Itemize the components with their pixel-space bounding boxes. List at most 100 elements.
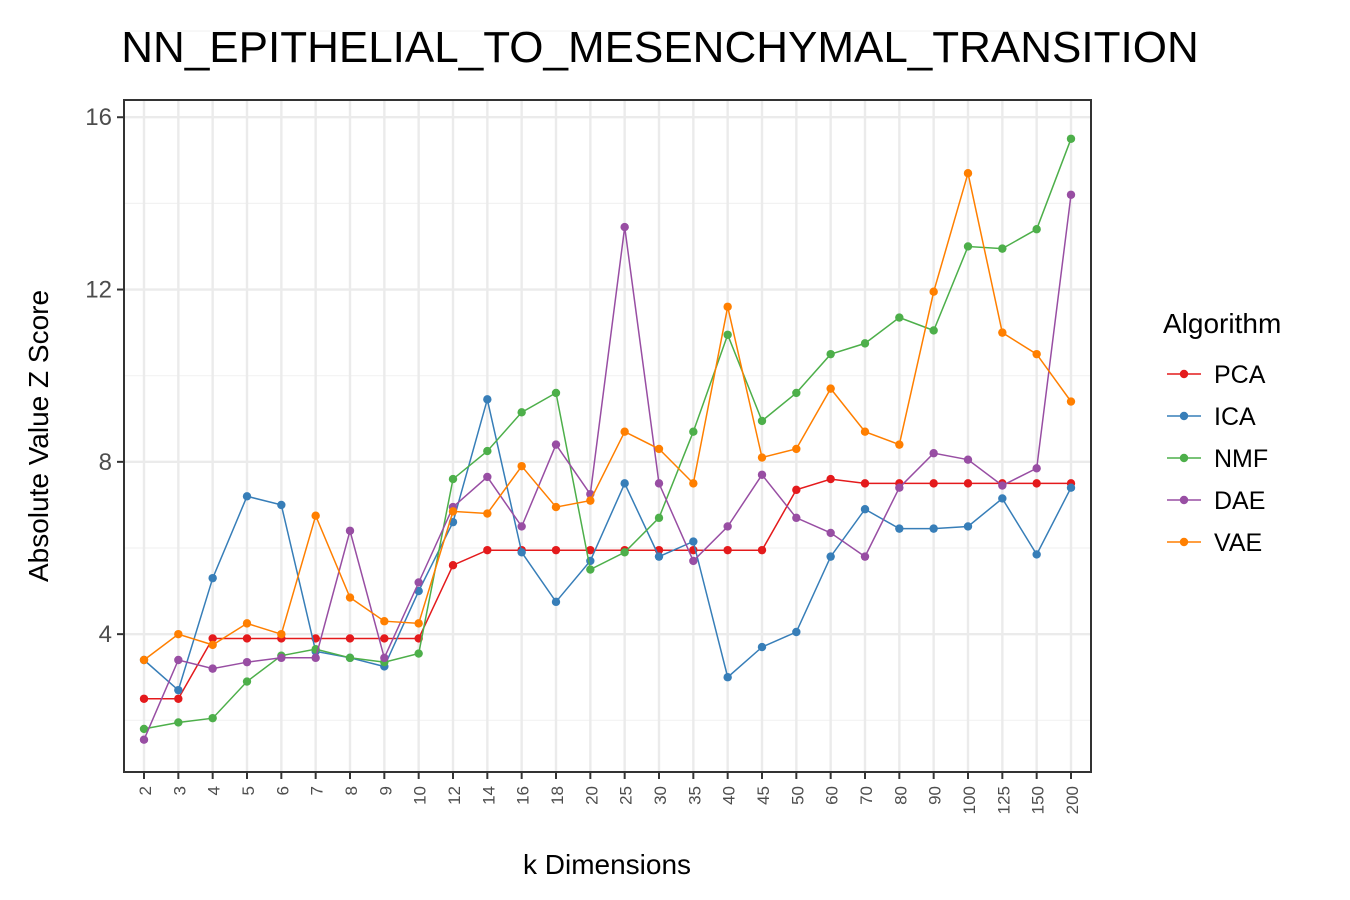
data-point-vae — [1032, 349, 1041, 359]
x-tick-label: 12 — [445, 786, 464, 805]
data-point-vae — [826, 384, 835, 393]
data-point-nmf — [345, 653, 355, 663]
data-point-nmf — [208, 713, 217, 723]
data-point-pca — [448, 561, 458, 570]
data-point-vae — [208, 640, 217, 650]
data-point-pca — [551, 545, 561, 555]
plot-border — [123, 99, 1092, 773]
x-tick-label: 200 — [1063, 786, 1082, 814]
x-tick-label: 9 — [376, 786, 395, 795]
x-tick-label: 100 — [960, 786, 979, 814]
x-tick-label: 90 — [926, 786, 945, 805]
series-nmf — [139, 134, 1076, 734]
x-tick-label: 3 — [170, 786, 189, 795]
y-axis-title: Absolute Value Z Score — [23, 290, 54, 582]
x-tick-label: 70 — [857, 786, 876, 805]
data-point-dae — [963, 455, 973, 464]
data-point-dae — [517, 522, 526, 531]
data-point-ica — [620, 479, 629, 488]
data-point-ica — [963, 522, 973, 531]
data-point-dae — [929, 449, 938, 458]
y-tick-label: 12 — [85, 277, 112, 304]
data-point-ica — [277, 500, 286, 510]
data-point-pca — [242, 634, 252, 643]
data-point-vae — [792, 444, 801, 454]
data-point-vae — [1066, 397, 1076, 406]
data-point-nmf — [1066, 134, 1076, 143]
data-point-pca — [929, 479, 938, 488]
series-line-pca — [144, 478, 1071, 700]
x-tick-label: 80 — [891, 786, 910, 805]
data-point-vae — [963, 169, 973, 178]
data-point-pca — [483, 545, 492, 555]
x-tick-label: 25 — [617, 786, 636, 805]
plot-panel — [123, 30, 1092, 773]
series-ica — [139, 395, 1076, 695]
legend-key-point — [1179, 453, 1189, 463]
data-point-vae — [345, 593, 355, 602]
data-point-vae — [483, 509, 492, 518]
y-axis: 4 8 12 16 — [85, 100, 125, 772]
legend-item-pca: PCA — [1167, 361, 1266, 389]
series-line-dae — [143, 194, 1072, 740]
data-point-nmf — [792, 388, 801, 398]
data-point-dae — [998, 481, 1007, 490]
data-point-dae — [792, 513, 801, 523]
data-point-ica — [998, 494, 1007, 503]
data-point-nmf — [998, 244, 1007, 253]
y-tick-label: 8 — [99, 449, 112, 476]
x-tick-label: 50 — [788, 786, 807, 805]
data-point-dae — [757, 470, 767, 479]
data-point-ica — [654, 552, 664, 561]
data-point-vae — [757, 453, 767, 462]
data-point-vae — [380, 617, 389, 626]
legend-items: PCA ICA NMF DAE VAE — [1167, 361, 1268, 557]
data-point-ica — [517, 548, 526, 557]
data-point-dae — [174, 655, 183, 665]
data-point-nmf — [620, 548, 629, 557]
data-point-dae — [551, 440, 561, 449]
x-tick-label: 150 — [1029, 786, 1048, 814]
legend-label: PCA — [1214, 361, 1266, 389]
data-point-nmf — [654, 513, 664, 523]
data-point-dae — [860, 552, 870, 561]
data-point-pca — [860, 479, 870, 488]
x-tick-label: 60 — [823, 786, 842, 805]
data-point-ica — [174, 685, 183, 695]
data-point-dae — [345, 526, 355, 535]
data-point-nmf — [414, 649, 423, 658]
data-point-pca — [1032, 479, 1041, 488]
data-point-dae — [689, 556, 698, 566]
legend-label: ICA — [1214, 403, 1256, 431]
x-tick-label: 10 — [411, 786, 430, 805]
data-point-nmf — [723, 330, 732, 339]
data-point-dae — [277, 653, 286, 663]
x-tick-label: 8 — [342, 786, 361, 795]
x-tick-label: 30 — [651, 786, 670, 805]
data-point-pca — [208, 634, 217, 643]
data-point-nmf — [860, 339, 870, 348]
data-point-ica — [792, 627, 801, 637]
legend-label: DAE — [1214, 487, 1265, 515]
x-axis: 2 3 4 5 6 7 8 9 10 12 14 16 18 20 25 30 35 40 45 50 60 70 80 90… — [136, 772, 1082, 814]
data-point-vae — [139, 655, 149, 665]
data-point-nmf — [895, 313, 904, 322]
data-point-ica — [860, 505, 870, 514]
x-tick-label: 20 — [582, 786, 601, 805]
data-point-nmf — [586, 565, 595, 574]
series-layer — [139, 134, 1076, 744]
series-vae — [139, 169, 1076, 665]
data-point-ica — [242, 492, 252, 501]
legend-key-point — [1179, 411, 1189, 421]
data-point-nmf — [757, 416, 767, 426]
data-point-vae — [242, 619, 252, 628]
data-point-vae — [517, 461, 526, 471]
data-point-ica — [826, 552, 835, 561]
data-point-ica — [689, 537, 698, 546]
data-point-dae — [414, 578, 423, 587]
data-point-nmf — [963, 242, 973, 251]
data-point-nmf — [826, 349, 835, 359]
legend-item-ica: ICA — [1167, 403, 1256, 431]
legend-label: VAE — [1214, 529, 1262, 557]
